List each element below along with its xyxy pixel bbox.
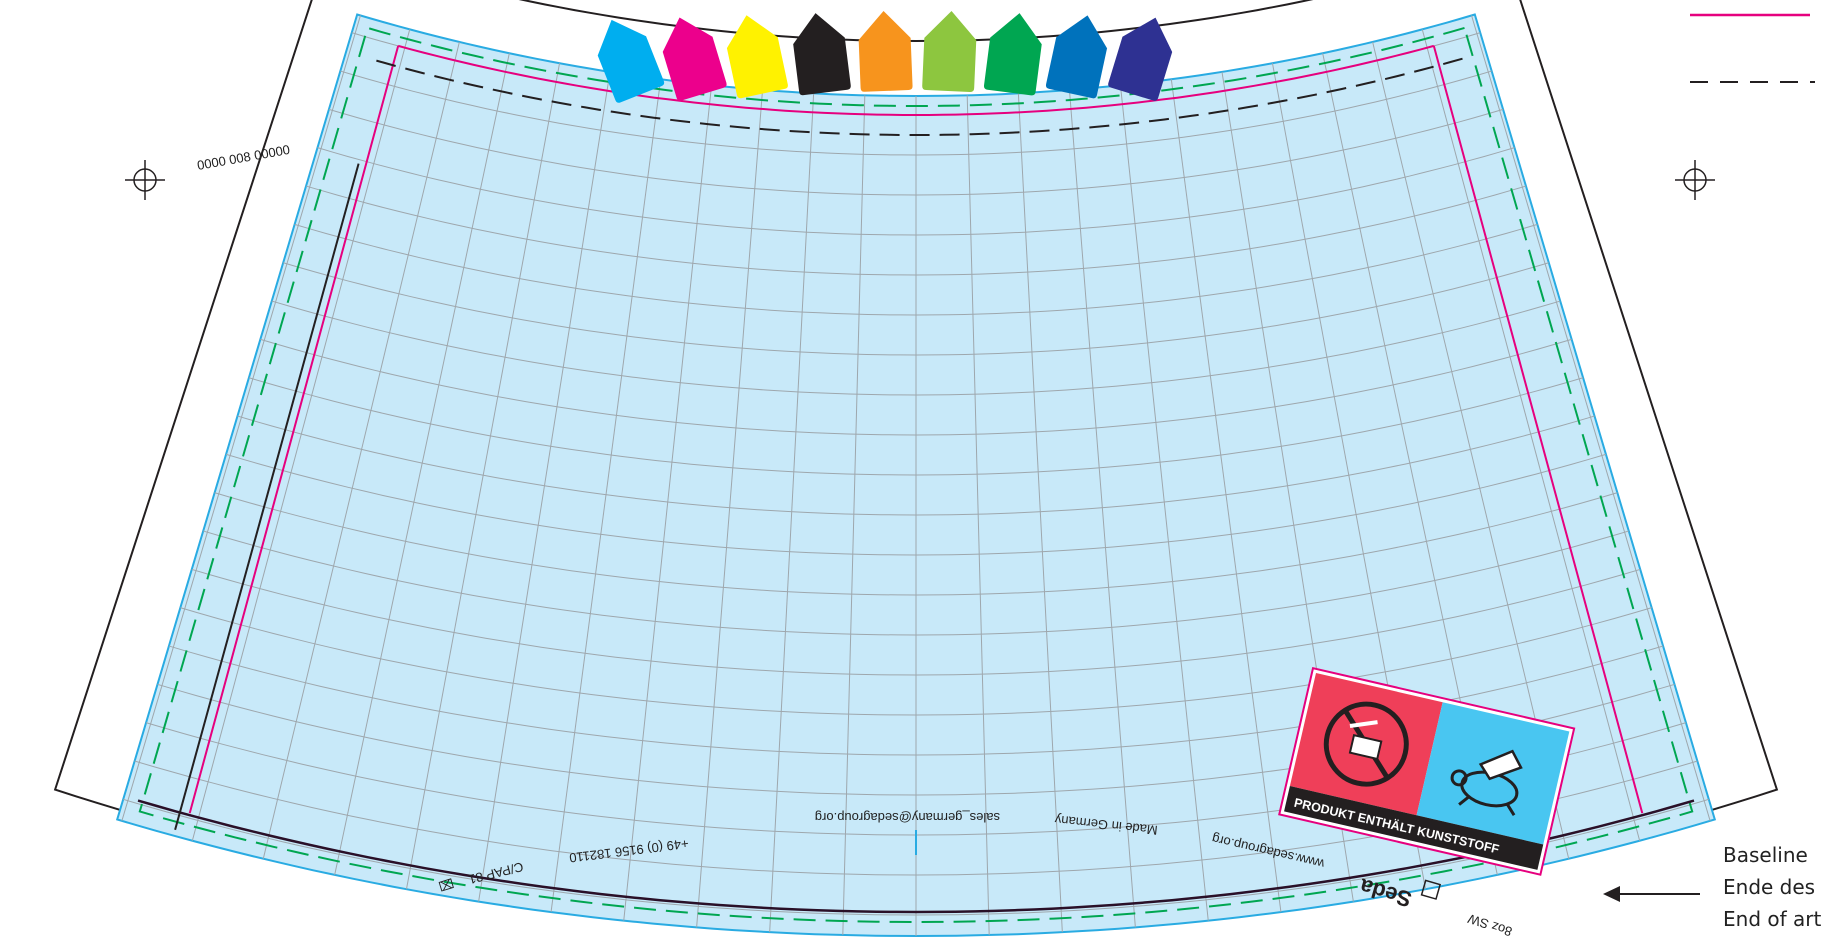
grid-arc-line	[279, 219, 1553, 316]
no-plastic-icon	[1323, 701, 1409, 787]
grid-arc-line	[209, 449, 1623, 556]
grid-arc-line	[303, 143, 1529, 236]
grid-arc-line	[174, 563, 1658, 676]
fold-dashed-line	[369, 57, 1463, 136]
grid-arc-line	[117, 793, 1715, 916]
color-tab	[793, 13, 851, 96]
color-tab	[1045, 15, 1108, 99]
recycling-mark: ⌧	[437, 875, 456, 894]
baseline-curve	[137, 799, 1695, 914]
grid-arc-line	[268, 257, 1564, 356]
color-swatch-tabs	[597, 10, 1173, 103]
color-tab	[726, 15, 788, 99]
grid-arc-line	[315, 104, 1517, 196]
grid-arc-line	[256, 296, 1576, 396]
grid-arc-line	[186, 525, 1646, 636]
trim-line	[188, 44, 1644, 814]
grid-arc-line	[162, 602, 1670, 716]
annotation-line-3: End of art	[1723, 907, 1821, 931]
annotation-line-2: Ende des	[1723, 875, 1815, 899]
color-tab	[1108, 17, 1173, 101]
baseline-annotation: Baseline Ende des End of art	[1603, 843, 1821, 931]
grid-arc-line	[233, 372, 1599, 476]
grid-arc-line	[326, 66, 1506, 156]
email-address: sales_germany@sedagroup.org	[815, 810, 1000, 825]
grid-arc-line	[198, 487, 1634, 596]
grid-arc-line	[291, 181, 1541, 276]
plastic-warning-badge: PRODUKT ENTHÄLT KUNSTSTOFF	[1278, 667, 1576, 876]
annotation-line-1: Baseline	[1723, 843, 1808, 867]
color-tab	[662, 17, 727, 101]
safe-zone-dashed-line	[138, 26, 1694, 924]
color-tab	[597, 19, 665, 103]
brand-logo-mark	[1420, 879, 1442, 900]
cup-size: 8oz SW	[1465, 911, 1514, 940]
color-tab	[983, 13, 1042, 96]
grid-arc-line	[244, 334, 1588, 436]
color-tab	[858, 10, 913, 92]
color-tab	[922, 11, 977, 92]
seam-overlap-line	[174, 163, 360, 831]
registration-mark-right	[1675, 160, 1715, 200]
arrow-left-icon	[1603, 886, 1620, 902]
registration-mark-left	[125, 160, 165, 200]
turtle-icon	[1450, 749, 1523, 816]
grid-arc-line	[221, 410, 1611, 516]
